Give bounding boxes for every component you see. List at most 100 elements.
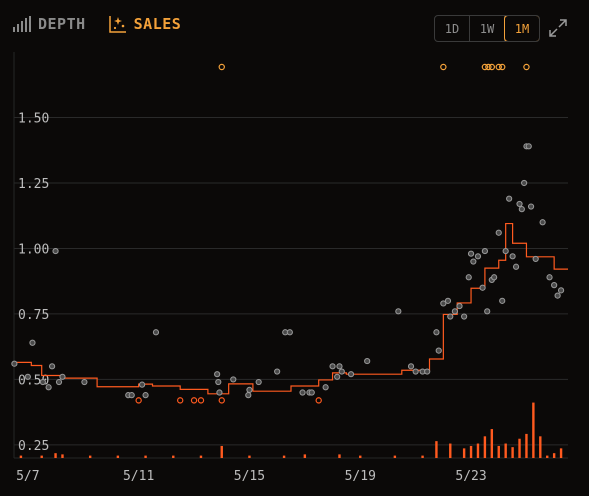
range-1d-button[interactable]: 1D	[435, 16, 470, 41]
sale-point	[286, 329, 293, 336]
outlier-sale-point	[488, 63, 496, 71]
sale-point	[433, 329, 440, 336]
sale-point	[470, 258, 477, 265]
tab-sales[interactable]: SALES	[108, 14, 182, 34]
sale-point	[407, 363, 415, 370]
sale-point	[554, 292, 561, 299]
y-tick-label: 1.50	[18, 111, 49, 126]
volume-bar	[88, 455, 92, 458]
volume-bar	[476, 443, 480, 458]
volume-bar	[199, 455, 203, 458]
outlier-sale-point	[523, 63, 530, 71]
volume-bar	[303, 454, 307, 458]
x-tick-label: 5/23	[455, 469, 486, 484]
sale-point	[48, 363, 56, 370]
x-tick-label: 5/19	[345, 469, 376, 484]
sale-point	[506, 195, 513, 202]
sale-point	[364, 357, 371, 365]
sale-point	[481, 247, 488, 255]
x-tick-label: 5/11	[123, 469, 154, 484]
low-sale-point	[197, 397, 205, 404]
volume-bar	[393, 455, 397, 458]
sale-point	[499, 297, 506, 304]
sale-point	[255, 378, 262, 386]
volume-bar	[546, 455, 549, 458]
sale-point	[29, 339, 36, 346]
volume-bar	[449, 443, 452, 458]
sale-point	[440, 300, 447, 307]
sale-point	[484, 308, 491, 315]
bar-chart-icon	[13, 16, 31, 32]
volume-bar	[504, 443, 507, 458]
sale-point	[81, 378, 88, 386]
sale-point	[516, 200, 523, 208]
sale-point	[557, 287, 565, 294]
sale-point	[334, 373, 341, 380]
sale-point	[336, 363, 343, 370]
volume-bar	[469, 445, 473, 458]
sale-point	[246, 386, 253, 393]
time-range-selector: 1D 1W 1M	[434, 15, 540, 42]
sale-point	[139, 381, 146, 388]
sale-point	[395, 308, 402, 315]
sale-point	[142, 392, 149, 399]
y-tick-label: 0.75	[18, 308, 49, 323]
volume-bar	[539, 436, 542, 458]
sale-point	[467, 250, 475, 257]
volume-bar	[282, 455, 286, 458]
volume-bar	[61, 454, 64, 458]
sale-point	[55, 378, 63, 386]
volume-bar	[518, 438, 521, 458]
expand-icon[interactable]	[549, 19, 567, 37]
tab-depth[interactable]: DEPTH	[12, 14, 86, 34]
sale-point	[45, 384, 52, 391]
volume-bar	[338, 454, 341, 458]
volume-bar	[19, 455, 23, 458]
sale-point	[465, 274, 472, 281]
low-sale-point	[190, 397, 198, 404]
volume-bar	[525, 433, 528, 458]
sale-point	[52, 247, 59, 255]
sale-point	[11, 360, 18, 367]
volume-bar	[490, 429, 494, 458]
x-tick-label: 5/7	[16, 469, 39, 484]
low-sale-point	[315, 397, 322, 404]
volume-bar	[462, 448, 466, 458]
outlier-sale-point	[218, 63, 225, 71]
sparkle-icon	[108, 16, 126, 33]
sale-point	[329, 363, 336, 370]
sale-point	[152, 329, 160, 336]
volume-bar	[421, 455, 424, 458]
y-tick-label: 1.00	[18, 242, 49, 257]
outlier-sale-point	[440, 63, 447, 71]
sale-point	[551, 282, 558, 289]
sale-point	[509, 253, 516, 260]
range-1m-button[interactable]: 1M	[504, 16, 539, 41]
x-tick-label: 5/15	[234, 469, 265, 484]
sale-point	[308, 389, 315, 396]
sale-point	[491, 274, 498, 281]
sale-point	[539, 219, 546, 226]
sale-point	[502, 247, 509, 255]
tab-depth-label: DEPTH	[38, 15, 86, 33]
sale-point	[532, 255, 539, 263]
y-tick-label: 0.25	[18, 439, 49, 454]
sale-point	[322, 384, 329, 391]
sale-point	[274, 368, 281, 375]
sale-point	[424, 368, 431, 375]
low-sale-point	[135, 397, 142, 404]
sale-point	[338, 368, 345, 375]
volume-bar	[483, 436, 487, 458]
sale-point	[230, 376, 237, 383]
floor-price-line	[14, 222, 568, 395]
volume-bar	[497, 445, 500, 458]
volume-bar	[144, 455, 147, 458]
outlier-sale-point	[485, 63, 492, 71]
sale-point	[444, 297, 452, 304]
volume-bar	[40, 455, 43, 458]
sale-point	[435, 347, 442, 354]
outlier-sale-point	[499, 63, 506, 71]
volume-bar	[559, 448, 563, 458]
volume-bar	[359, 455, 362, 458]
